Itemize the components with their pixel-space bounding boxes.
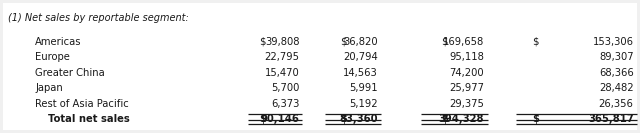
Text: 20,794: 20,794 [343,52,378,62]
Text: Japan: Japan [35,83,63,93]
Text: 169,658: 169,658 [443,37,484,47]
Text: 29,375: 29,375 [449,99,484,109]
Text: 89,307: 89,307 [599,52,634,62]
Text: 6,373: 6,373 [271,99,300,109]
Text: 95,118: 95,118 [449,52,484,62]
Text: 74,200: 74,200 [449,68,484,78]
Text: Greater China: Greater China [35,68,105,78]
Text: Rest of Asia Pacific: Rest of Asia Pacific [35,99,129,109]
Text: $: $ [340,37,347,47]
Text: 153,306: 153,306 [593,37,634,47]
Text: 28,482: 28,482 [599,83,634,93]
Text: $: $ [340,114,347,124]
Text: 365,817: 365,817 [588,114,634,124]
Text: 39,808: 39,808 [265,37,300,47]
Text: 5,991: 5,991 [349,83,378,93]
Text: 25,977: 25,977 [449,83,484,93]
Text: 36,820: 36,820 [343,37,378,47]
Text: $: $ [441,114,448,124]
Text: $: $ [532,114,539,124]
Text: 15,470: 15,470 [265,68,300,78]
Text: Americas: Americas [35,37,82,47]
Text: $: $ [259,37,266,47]
Text: 68,366: 68,366 [599,68,634,78]
Text: 90,146: 90,146 [260,114,300,124]
Text: 14,563: 14,563 [343,68,378,78]
Text: $: $ [259,114,266,124]
Text: 22,795: 22,795 [264,52,300,62]
FancyBboxPatch shape [3,3,637,130]
Text: Total net sales: Total net sales [48,114,130,124]
Text: 5,700: 5,700 [271,83,300,93]
Text: 394,328: 394,328 [438,114,484,124]
Text: 5,192: 5,192 [349,99,378,109]
Text: Europe: Europe [35,52,70,62]
Text: 26,356: 26,356 [599,99,634,109]
Text: $: $ [532,37,539,47]
Text: 83,360: 83,360 [339,114,378,124]
Text: (1) Net sales by reportable segment:: (1) Net sales by reportable segment: [8,13,189,23]
Text: $: $ [442,37,448,47]
